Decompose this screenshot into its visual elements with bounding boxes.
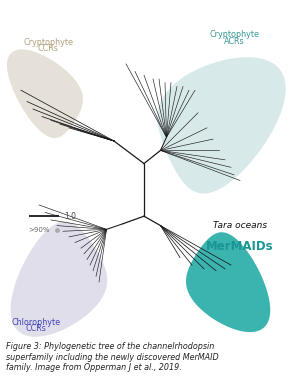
Text: MerMAIDs: MerMAIDs (206, 240, 274, 253)
Text: >90%: >90% (28, 227, 50, 233)
Text: Cryptophyte: Cryptophyte (23, 38, 73, 47)
Polygon shape (186, 232, 270, 332)
Text: 1.0: 1.0 (64, 212, 76, 221)
Text: CCRs: CCRs (26, 324, 46, 333)
Text: family. Image from Opperman J et al., 2019.: family. Image from Opperman J et al., 20… (6, 363, 182, 372)
Text: Figure 3: Phylogenetic tree of the channelrhodopsin: Figure 3: Phylogenetic tree of the chann… (6, 342, 214, 351)
Polygon shape (11, 221, 107, 337)
Text: Chlorophyte: Chlorophyte (11, 318, 61, 327)
Polygon shape (158, 57, 286, 194)
Polygon shape (7, 49, 83, 138)
Text: Tara oceans: Tara oceans (213, 221, 267, 230)
Text: ACRs: ACRs (224, 37, 244, 46)
Text: CCRs: CCRs (38, 44, 58, 53)
Text: Cryptophyte: Cryptophyte (209, 30, 259, 39)
Text: superfamily including the newly discovered MerMAID: superfamily including the newly discover… (6, 353, 219, 362)
